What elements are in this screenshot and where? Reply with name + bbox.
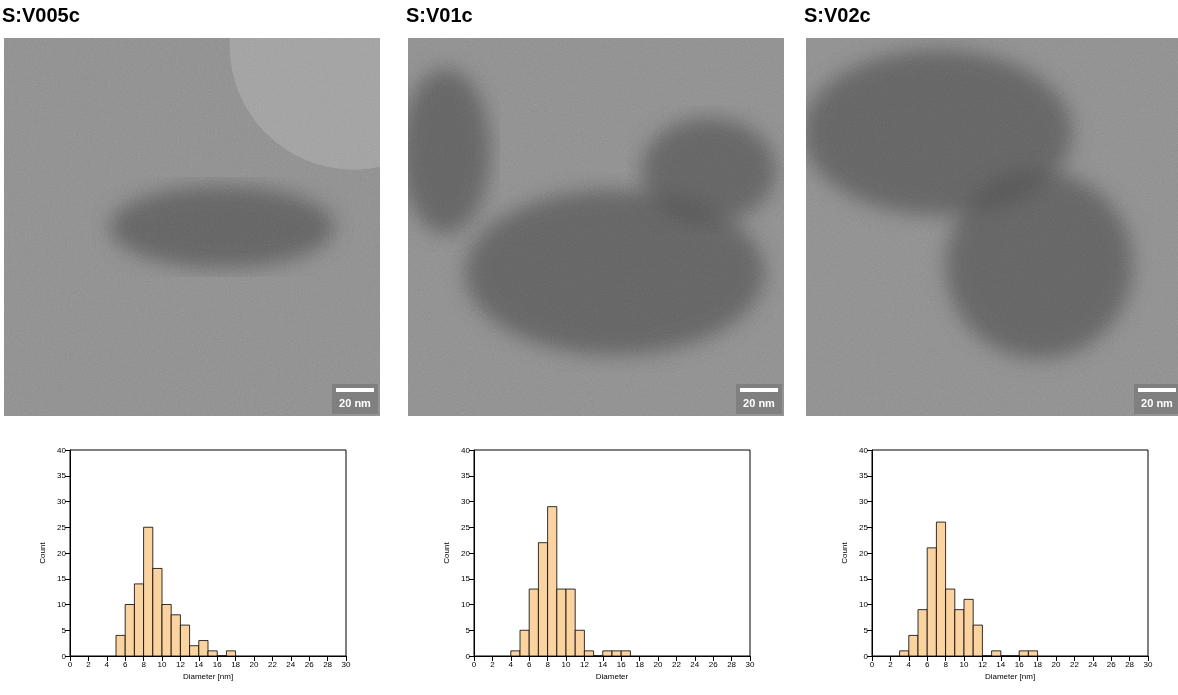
- svg-text:24: 24: [286, 660, 295, 669]
- svg-text:5: 5: [466, 626, 471, 635]
- svg-text:26: 26: [709, 660, 718, 669]
- svg-text:22: 22: [268, 660, 277, 669]
- svg-text:5: 5: [864, 626, 869, 635]
- svg-text:2: 2: [490, 660, 495, 669]
- svg-text:25: 25: [461, 523, 470, 532]
- svg-text:4: 4: [907, 660, 912, 669]
- svg-text:0: 0: [466, 652, 471, 661]
- svg-text:24: 24: [1088, 660, 1097, 669]
- svg-text:25: 25: [57, 523, 66, 532]
- svg-text:18: 18: [231, 660, 240, 669]
- html-text:S:V01c: S:V01c: [406, 4, 473, 26]
- svg-text:15: 15: [461, 574, 470, 583]
- svg-text:18: 18: [635, 660, 644, 669]
- svg-text:0: 0: [62, 652, 67, 661]
- svg-text:35: 35: [461, 471, 470, 480]
- svg-text:12: 12: [580, 660, 589, 669]
- svg-text:28: 28: [1125, 660, 1134, 669]
- svg-text:16: 16: [617, 660, 626, 669]
- svg-text:8: 8: [141, 660, 146, 669]
- svg-text:6: 6: [123, 660, 128, 669]
- svg-text:12: 12: [978, 660, 987, 669]
- svg-text:30: 30: [746, 660, 755, 669]
- svg-text:Diameter: Diameter: [596, 672, 629, 681]
- html-text:S:V02c: S:V02c: [804, 4, 871, 26]
- svg-text:20: 20: [859, 549, 868, 558]
- svg-text:4: 4: [509, 660, 514, 669]
- svg-text:35: 35: [859, 471, 868, 480]
- svg-text:30: 30: [57, 497, 66, 506]
- svg-text:20 nm: 20 nm: [339, 397, 371, 409]
- svg-text:20 nm: 20 nm: [1141, 397, 1173, 409]
- svg-text:Count: Count: [442, 542, 451, 564]
- svg-text:Diameter [nm]: Diameter [nm]: [183, 672, 233, 681]
- svg-text:28: 28: [323, 660, 332, 669]
- svg-text:0: 0: [472, 660, 477, 669]
- svg-text:24: 24: [690, 660, 699, 669]
- svg-text:35: 35: [57, 471, 66, 480]
- html-text:S:V005c: S:V005c: [2, 4, 80, 26]
- svg-text:Count: Count: [840, 542, 849, 564]
- svg-text:10: 10: [562, 660, 571, 669]
- svg-text:6: 6: [925, 660, 930, 669]
- svg-text:16: 16: [213, 660, 222, 669]
- svg-text:16: 16: [1015, 660, 1024, 669]
- svg-text:0: 0: [864, 652, 869, 661]
- svg-text:30: 30: [1144, 660, 1153, 669]
- svg-text:20: 20: [654, 660, 663, 669]
- svg-text:20: 20: [1052, 660, 1061, 669]
- svg-text:12: 12: [176, 660, 185, 669]
- svg-text:14: 14: [996, 660, 1005, 669]
- svg-text:8: 8: [943, 660, 948, 669]
- svg-text:22: 22: [1070, 660, 1079, 669]
- svg-text:40: 40: [57, 446, 66, 455]
- svg-text:2: 2: [86, 660, 91, 669]
- svg-text:40: 40: [461, 446, 470, 455]
- svg-text:20: 20: [57, 549, 66, 558]
- svg-text:10: 10: [461, 600, 470, 609]
- svg-text:40: 40: [859, 446, 868, 455]
- svg-text:4: 4: [105, 660, 110, 669]
- svg-text:10: 10: [859, 600, 868, 609]
- svg-text:Count: Count: [38, 542, 47, 564]
- svg-text:8: 8: [545, 660, 550, 669]
- svg-text:0: 0: [68, 660, 73, 669]
- svg-text:6: 6: [527, 660, 532, 669]
- svg-text:0: 0: [870, 660, 875, 669]
- svg-text:10: 10: [960, 660, 969, 669]
- svg-text:30: 30: [461, 497, 470, 506]
- svg-text:20: 20: [461, 549, 470, 558]
- svg-text:30: 30: [859, 497, 868, 506]
- svg-text:Diameter [nm]: Diameter [nm]: [985, 672, 1035, 681]
- svg-text:30: 30: [342, 660, 351, 669]
- svg-text:28: 28: [727, 660, 736, 669]
- svg-text:10: 10: [158, 660, 167, 669]
- svg-text:20: 20: [250, 660, 259, 669]
- svg-text:22: 22: [672, 660, 681, 669]
- svg-text:10: 10: [57, 600, 66, 609]
- svg-text:20 nm: 20 nm: [743, 397, 775, 409]
- svg-text:15: 15: [859, 574, 868, 583]
- svg-text:18: 18: [1033, 660, 1042, 669]
- svg-text:5: 5: [62, 626, 67, 635]
- svg-text:26: 26: [1107, 660, 1116, 669]
- svg-text:14: 14: [194, 660, 203, 669]
- svg-text:26: 26: [305, 660, 314, 669]
- svg-text:15: 15: [57, 574, 66, 583]
- svg-text:25: 25: [859, 523, 868, 532]
- svg-text:14: 14: [598, 660, 607, 669]
- svg-text:2: 2: [888, 660, 893, 669]
